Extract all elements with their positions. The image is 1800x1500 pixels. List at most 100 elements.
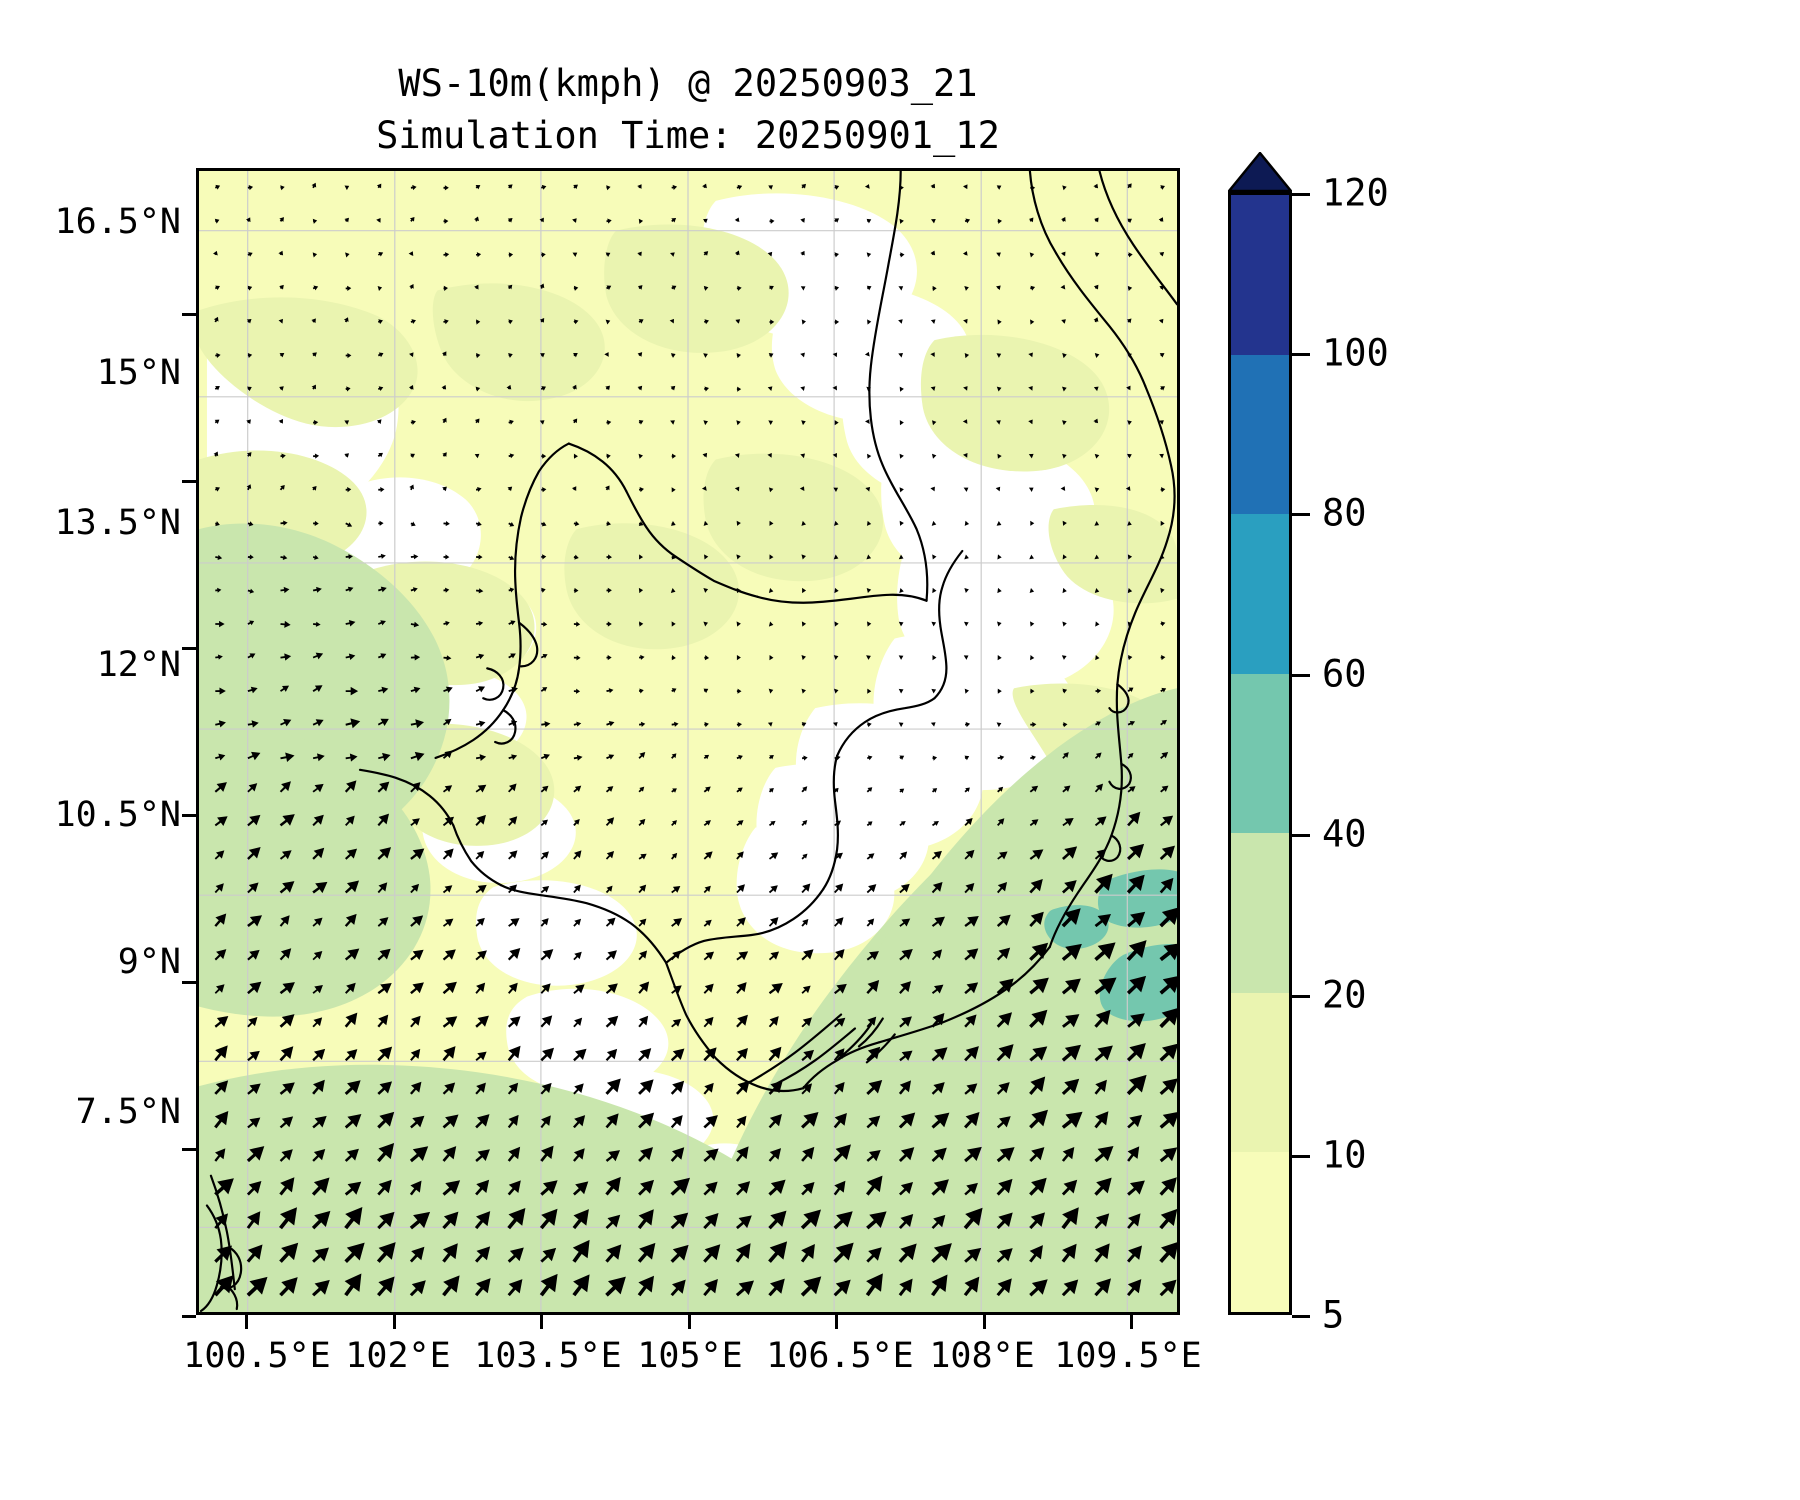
- wind-arrow: [1127, 811, 1141, 827]
- wind-arrow: [1061, 1243, 1077, 1263]
- wind-arrow: [539, 1273, 558, 1297]
- wind-arrow: [540, 1047, 555, 1062]
- wind-arrow: [963, 487, 969, 492]
- wind-arrow: [834, 883, 844, 894]
- wind-arrow: [637, 1275, 655, 1297]
- wind-arrow: [866, 1080, 883, 1095]
- wind-arrow: [443, 319, 449, 325]
- wind-arrow: [213, 1275, 234, 1297]
- wind-arrow: [1094, 913, 1112, 928]
- wind-arrow: [474, 1278, 491, 1297]
- wind-arrow: [671, 852, 678, 860]
- wind-arrow: [312, 719, 324, 727]
- wind-arrow: [507, 1279, 523, 1297]
- chart-title: WS-10m(kmph) @ 20250903_21 Simulation Ti…: [196, 58, 1180, 162]
- wind-arrow: [1029, 1279, 1048, 1297]
- wind-arrow: [768, 353, 774, 358]
- wind-arrow: [834, 218, 840, 223]
- xtick-label-108: 108°E: [929, 1336, 1035, 1376]
- wind-arrow: [1029, 911, 1044, 928]
- wind-arrow: [898, 1147, 915, 1162]
- wind-arrow: [377, 1046, 393, 1062]
- wind-arrow: [378, 553, 386, 559]
- wind-arrow: [312, 285, 319, 291]
- wind-arrow: [1160, 654, 1166, 661]
- wind-arrow: [1094, 873, 1113, 894]
- wind-arrow: [410, 453, 415, 459]
- wind-arrow: [408, 251, 414, 257]
- wind-arrow: [1126, 975, 1147, 995]
- wind-arrow: [963, 1276, 980, 1297]
- wind-arrow: [376, 183, 382, 189]
- wind-arrow: [247, 653, 256, 659]
- wind-arrow: [409, 216, 415, 222]
- wind-arrow: [964, 882, 975, 894]
- wind-arrow: [377, 781, 390, 793]
- wind-arrow: [1160, 587, 1165, 594]
- wind-arrow: [736, 1115, 747, 1129]
- wind-arrow: [833, 1082, 845, 1095]
- cbtick-mark-40: [1292, 834, 1310, 837]
- wind-arrow: [931, 788, 938, 793]
- wind-arrow: [735, 1243, 751, 1263]
- wind-arrow: [443, 285, 448, 291]
- wind-arrow: [801, 853, 808, 860]
- wind-arrow: [734, 250, 740, 256]
- wind-arrow: [247, 686, 258, 694]
- wind-arrow: [279, 781, 291, 793]
- wind-arrow: [801, 1181, 815, 1196]
- wind-arrow: [930, 352, 935, 358]
- wind-arrow: [410, 1081, 422, 1095]
- wind-arrow: [671, 184, 678, 191]
- wind-arrow: [964, 520, 970, 526]
- wind-arrow: [1029, 1245, 1043, 1263]
- wind-arrow: [507, 184, 513, 189]
- wind-arrow: [443, 686, 453, 693]
- wind-arrow: [1060, 486, 1066, 491]
- wind-arrow: [573, 850, 582, 860]
- wind-arrow: [768, 951, 780, 961]
- wind-arrow: [605, 1150, 621, 1162]
- wind-arrow: [1029, 1076, 1046, 1095]
- wind-arrow: [1030, 722, 1037, 728]
- wind-arrow: [345, 653, 356, 661]
- wind-arrow: [215, 687, 226, 695]
- wind-arrow: [410, 1048, 421, 1061]
- wind-arrow: [247, 783, 258, 793]
- wind-arrow: [1127, 420, 1132, 426]
- colorbar-segment-5-10: [1231, 1152, 1289, 1312]
- wind-arrow: [280, 520, 288, 526]
- wind-arrow: [246, 217, 251, 223]
- ytick-label-10p5: 10.5°N: [54, 795, 181, 835]
- wind-arrow: [768, 588, 774, 593]
- wind-arrow: [443, 620, 450, 626]
- wind-arrow: [867, 755, 873, 761]
- wind-arrow: [1094, 588, 1100, 593]
- wind-arrow: [638, 1179, 655, 1196]
- wind-arrow: [312, 586, 322, 593]
- wind-arrow: [1030, 185, 1036, 191]
- wind-arrow: [638, 752, 646, 759]
- wind-arrow: [507, 486, 513, 492]
- wind-arrow: [604, 352, 609, 357]
- wind-arrow: [963, 453, 968, 458]
- wind-arrow: [1094, 1079, 1107, 1095]
- wind-arrow: [1028, 352, 1033, 358]
- wind-arrow: [312, 985, 323, 994]
- wind-arrow: [1159, 251, 1165, 257]
- wind-arrow: [1160, 785, 1169, 793]
- wind-arrow: [736, 1047, 748, 1062]
- wind-arrow: [541, 487, 547, 493]
- wind-arrow: [378, 487, 385, 493]
- wind-arrow: [1028, 217, 1034, 223]
- wind-arrow: [1094, 849, 1107, 860]
- wind-arrow: [442, 816, 455, 827]
- wind-arrow: [475, 982, 486, 994]
- wind-arrow: [279, 1046, 294, 1062]
- wind-arrow: [1029, 942, 1049, 961]
- wind-arrow: [313, 419, 319, 426]
- wind-arrow: [214, 913, 227, 927]
- wind-arrow: [215, 521, 220, 527]
- wind-arrow: [508, 419, 514, 425]
- wind-arrow: [507, 1180, 521, 1196]
